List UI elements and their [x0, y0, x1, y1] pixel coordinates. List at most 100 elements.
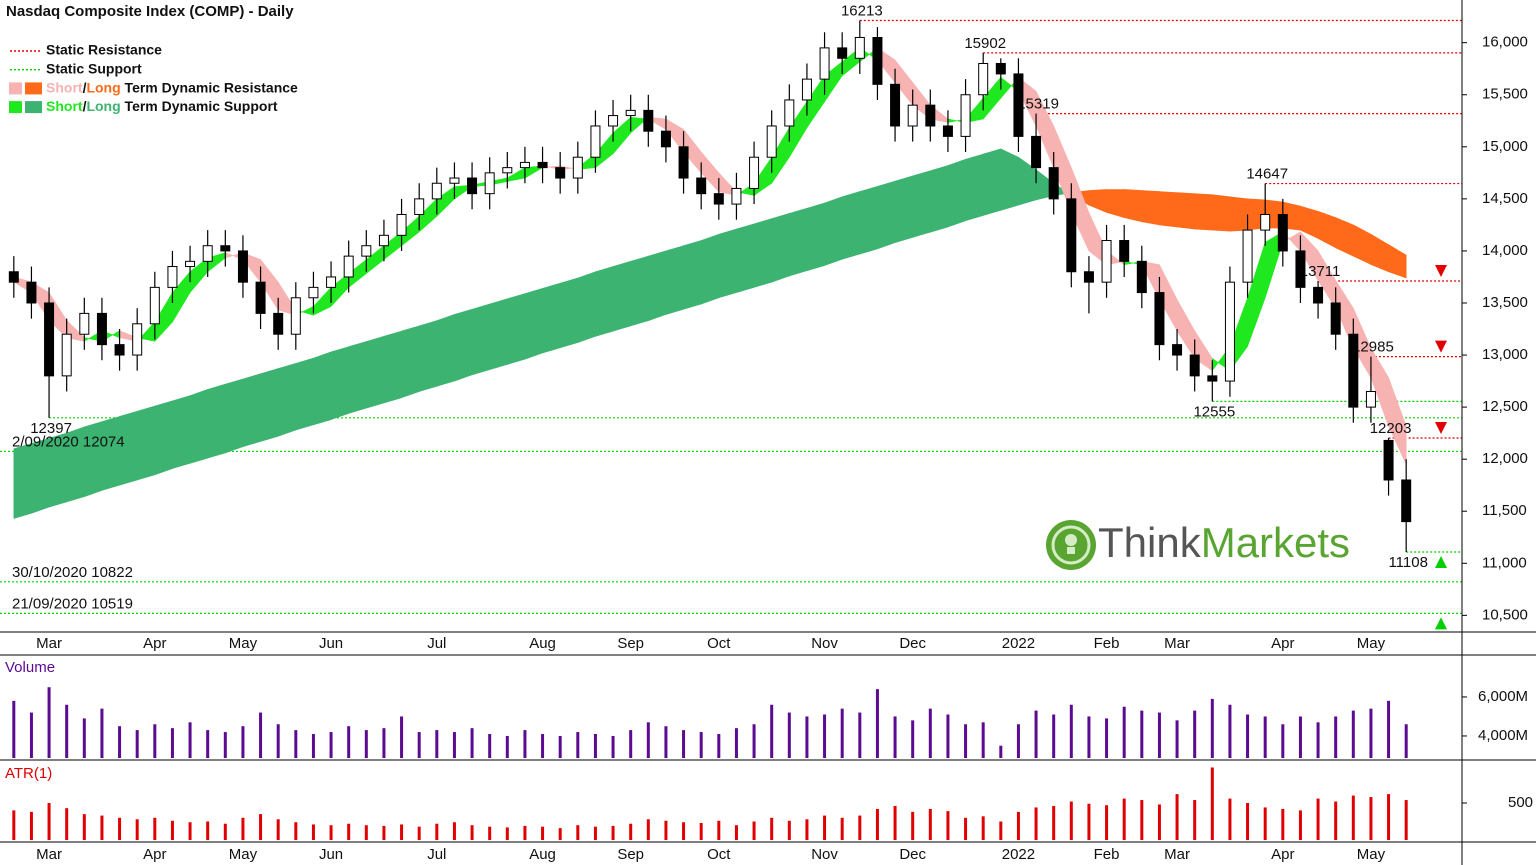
bar — [523, 730, 527, 758]
bar — [1228, 704, 1232, 758]
candle-body — [1242, 229, 1253, 283]
level-label: 30/10/2020 10822 — [12, 564, 133, 581]
bar — [488, 734, 492, 758]
bar — [311, 824, 315, 840]
bar — [65, 808, 69, 840]
bar — [1351, 795, 1355, 840]
ribbon-segment — [313, 351, 332, 426]
candle-body — [660, 130, 671, 148]
level-label: 12555 — [1193, 403, 1235, 420]
level-label: 15902 — [964, 35, 1006, 52]
bar — [206, 821, 210, 840]
x-tick-label: May — [1357, 846, 1386, 863]
bar — [770, 817, 774, 840]
ribbon-segment — [771, 213, 790, 283]
bar — [276, 724, 280, 758]
y-tick-label: 15,000 — [1482, 138, 1528, 155]
candle-body — [308, 286, 319, 299]
bar — [29, 712, 33, 758]
candle-body — [1189, 354, 1200, 377]
candle-body — [872, 36, 883, 85]
ribbon-segment — [1229, 196, 1248, 232]
candle-body — [1172, 344, 1183, 356]
candle-body — [1295, 250, 1306, 288]
bar — [858, 712, 862, 758]
bar — [787, 820, 791, 840]
x-tick-label: Aug — [529, 846, 556, 863]
bar — [734, 825, 738, 840]
y-tick-label: 12,500 — [1482, 398, 1528, 415]
candle-body — [343, 255, 354, 278]
x-tick-label: Dec — [899, 846, 926, 863]
bar — [188, 722, 192, 758]
bar — [858, 815, 862, 840]
bar — [241, 817, 245, 840]
ribbon-segment — [665, 245, 684, 315]
x-tick-label: Apr — [1271, 635, 1294, 652]
legend-swatch — [9, 82, 22, 95]
candle-body — [1083, 271, 1094, 283]
legend-label-part: Long — [86, 79, 120, 95]
candle-body — [907, 104, 918, 127]
candle-body — [537, 161, 548, 169]
candle-body — [1330, 302, 1341, 335]
bar — [1193, 710, 1197, 758]
logo-ring — [1051, 525, 1091, 565]
bar — [911, 811, 915, 840]
x-tick-label: Nov — [811, 846, 838, 863]
candle-body — [484, 172, 495, 195]
legend-label-part: Long — [86, 98, 120, 114]
bar — [1246, 802, 1250, 840]
y-tick-label: 14,500 — [1482, 190, 1528, 207]
x-tick-label: Jun — [319, 635, 343, 652]
bar — [1404, 724, 1408, 758]
bar — [1210, 767, 1214, 840]
bar — [118, 726, 122, 758]
ribbon-segment — [912, 170, 931, 238]
y-tick-label: 6,000M — [1478, 688, 1528, 705]
ribbon-segment — [524, 288, 543, 360]
ribbon-segment — [1000, 148, 1019, 211]
bar — [1016, 811, 1020, 840]
ribbon-segment — [189, 388, 208, 464]
bar — [1298, 716, 1302, 758]
candle-body — [749, 156, 760, 189]
x-tick-label: Feb — [1094, 846, 1120, 863]
x-tick-label: Jul — [427, 635, 446, 652]
bar — [928, 708, 932, 758]
x-tick-label: Sep — [617, 846, 644, 863]
candle-body — [1348, 333, 1359, 408]
level-arrow — [1435, 340, 1447, 353]
candle-body — [960, 94, 971, 137]
bar — [12, 700, 16, 758]
ribbon-segment — [1176, 192, 1195, 230]
candle-body — [766, 125, 777, 158]
candle-body — [1313, 286, 1324, 304]
ribbon-segment — [242, 373, 261, 448]
candle-body — [801, 78, 812, 101]
bar — [717, 734, 721, 758]
bar — [682, 822, 686, 840]
bar — [259, 814, 263, 840]
bar — [135, 819, 139, 840]
ribbon-segment — [454, 308, 473, 382]
bar — [823, 714, 827, 758]
bar — [470, 825, 474, 840]
legend-label: Short/Long Term Dynamic Support — [46, 98, 278, 114]
bar — [65, 704, 69, 758]
bar — [417, 826, 421, 840]
candle-body — [1401, 479, 1412, 523]
candle-body — [1207, 375, 1218, 382]
ribbon-segment — [277, 362, 297, 437]
bar — [558, 735, 562, 758]
bar — [364, 730, 368, 758]
bar — [1298, 810, 1302, 840]
candle-body — [978, 63, 989, 96]
candle-body — [925, 104, 936, 127]
candle-body — [1136, 260, 1147, 294]
level-label: 11108 — [1388, 554, 1428, 571]
bar — [29, 811, 33, 840]
bar — [347, 823, 351, 840]
ribbon-segment — [401, 325, 420, 399]
bar — [329, 732, 333, 758]
